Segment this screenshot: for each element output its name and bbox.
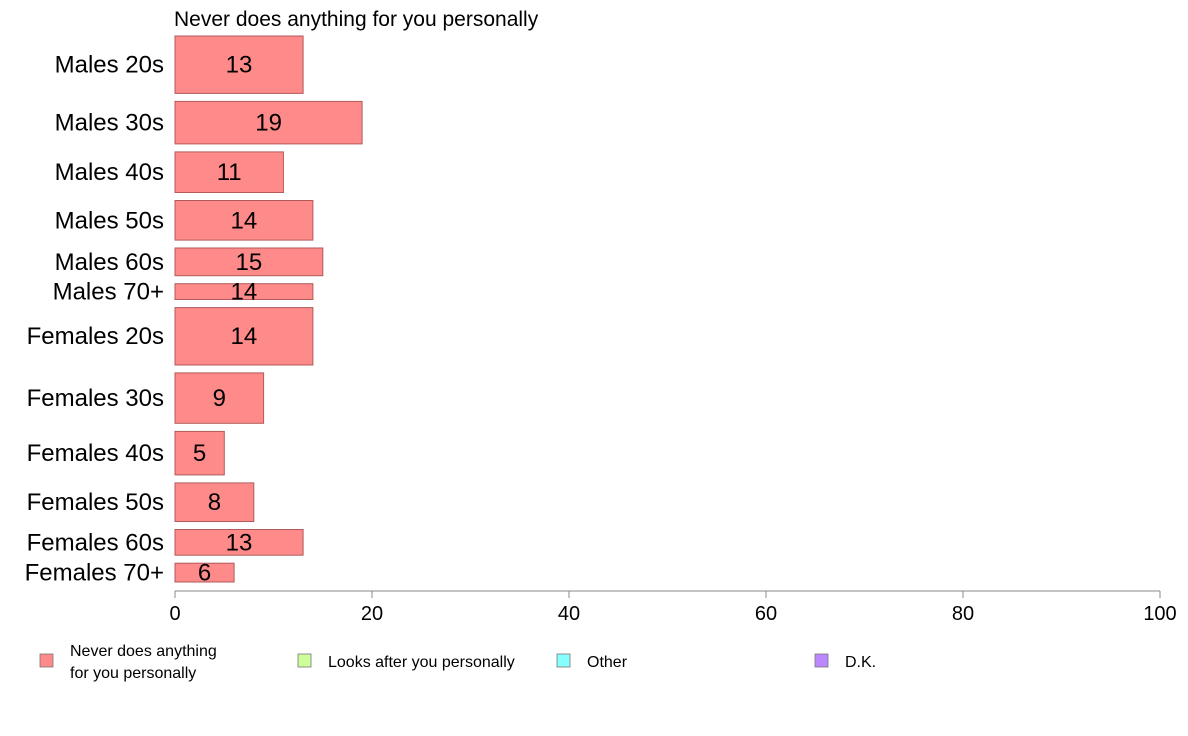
bar-males-20s — [174, 35, 304, 94]
bar-females-50s — [174, 482, 255, 522]
category-label: Females 30s — [27, 385, 164, 412]
category-label: Males 70+ — [53, 279, 164, 306]
value-label: 14 — [231, 207, 258, 234]
legend-swatch — [39, 653, 54, 668]
legend-label: Other — [587, 654, 628, 671]
category-label: Females 70+ — [25, 560, 164, 587]
category-label: Females 50s — [27, 489, 164, 516]
value-label: 5 — [193, 440, 206, 467]
legend-label: Never does anything — [70, 643, 217, 660]
category-label: Males 60s — [55, 249, 164, 276]
legend-swatch — [556, 653, 571, 668]
x-tick-label: 40 — [558, 603, 580, 625]
value-label: 8 — [208, 489, 221, 516]
x-axis: 0 20 40 60 80 100 — [169, 590, 1177, 625]
legend-swatch — [814, 653, 829, 668]
bar-males-30s — [174, 100, 363, 145]
x-tick-label: 20 — [361, 603, 383, 625]
bar-females-60s — [174, 529, 304, 556]
category-label: Females 60s — [27, 529, 164, 556]
legend-label: Looks after you personally — [328, 654, 515, 671]
legend: Never does anything for you personally Loo… — [39, 643, 876, 682]
value-label: 14 — [231, 323, 258, 350]
bars-group: Males 20s 13 Males 30s 19 Males 40s 11 Males 5… — [25, 35, 363, 587]
value-label: 6 — [198, 560, 211, 587]
bar-males-70- — [174, 283, 314, 301]
x-tick-label: 100 — [1143, 603, 1176, 625]
bar-females-20s — [174, 307, 314, 366]
value-label: 13 — [226, 52, 253, 79]
bar-females-40s — [174, 430, 225, 476]
category-label: Males 20s — [55, 52, 164, 79]
category-label: Males 40s — [55, 159, 164, 186]
value-label: 11 — [217, 159, 242, 186]
value-label: 15 — [236, 249, 263, 276]
legend-label: for you personally — [70, 665, 196, 682]
value-label: 13 — [226, 529, 253, 556]
category-label: Males 30s — [55, 110, 164, 137]
x-tick-label: 80 — [952, 603, 974, 625]
category-label: Females 40s — [27, 440, 164, 467]
category-label: Females 20s — [27, 323, 164, 350]
bar-females-30s — [174, 372, 265, 424]
category-label: Males 50s — [55, 207, 164, 234]
x-tick-label: 60 — [755, 603, 777, 625]
value-label: 19 — [255, 110, 282, 137]
legend-swatch — [297, 653, 312, 668]
bar-males-50s — [174, 200, 314, 241]
value-label: 9 — [213, 385, 226, 412]
bar-males-60s — [174, 247, 324, 277]
x-tick-label: 0 — [169, 603, 180, 625]
legend-label: D.K. — [845, 654, 876, 671]
bar-males-40s — [174, 151, 284, 193]
bar-females-70- — [174, 562, 235, 583]
value-label: 14 — [231, 279, 258, 306]
chart-title: Never does anything for you personally — [174, 8, 539, 31]
